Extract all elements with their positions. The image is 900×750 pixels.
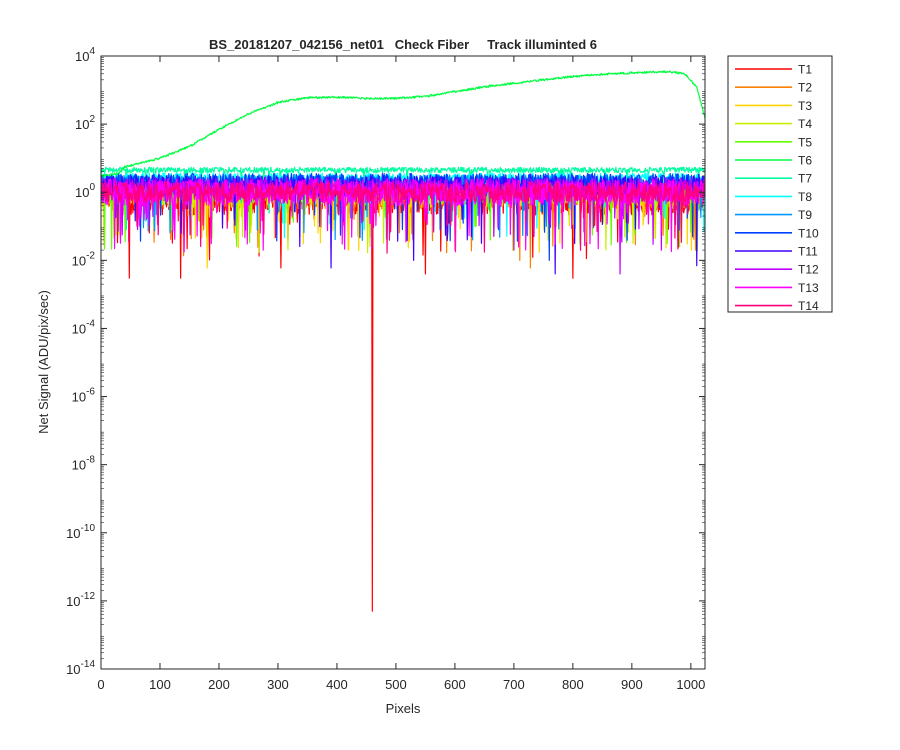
x-tick-label: 1000 <box>676 677 705 692</box>
y-tick-label: 10-10 <box>66 523 95 541</box>
x-tick-label: 200 <box>208 677 230 692</box>
y-axis-label: Net Signal (ADU/pix/sec) <box>36 290 51 434</box>
y-tick-label: 10-12 <box>66 591 95 609</box>
y-tick-base: 10 <box>72 253 86 268</box>
legend-label-t12: T12 <box>798 263 819 277</box>
legend-label-t4: T4 <box>798 117 812 131</box>
y-tick-label: 104 <box>75 46 95 64</box>
x-tick-label: 700 <box>503 677 525 692</box>
y-tick-label: 10-2 <box>72 250 96 268</box>
y-tick-base: 10 <box>66 526 80 541</box>
legend-label-t3: T3 <box>798 99 812 113</box>
y-tick-base: 10 <box>72 458 86 473</box>
y-tick-base: 10 <box>75 49 89 64</box>
y-tick-base: 10 <box>66 662 80 677</box>
y-tick-exponent: -10 <box>81 523 96 534</box>
x-tick-label: 300 <box>267 677 289 692</box>
x-tick-label: 800 <box>562 677 584 692</box>
legend-label-t8: T8 <box>798 190 812 204</box>
legend-label-t6: T6 <box>798 154 812 168</box>
x-axis-label: Pixels <box>386 701 421 716</box>
y-tick-base: 10 <box>75 117 89 132</box>
y-tick-exponent: 0 <box>89 182 95 193</box>
y-tick-label: 10-8 <box>72 455 96 473</box>
y-tick-label: 100 <box>75 182 95 200</box>
y-tick-base: 10 <box>66 594 80 609</box>
plot-area <box>101 56 705 669</box>
y-tick-exponent: -4 <box>86 318 95 329</box>
y-tick-exponent: -6 <box>86 387 95 398</box>
x-tick-label: 900 <box>621 677 643 692</box>
legend-label-t2: T2 <box>798 81 812 95</box>
y-tick-base: 10 <box>72 390 86 405</box>
x-tick-label: 100 <box>149 677 171 692</box>
legend-label-t5: T5 <box>798 135 812 149</box>
legend-label-t11: T11 <box>798 245 818 259</box>
chart-title: BS_20181207_042156_net01 Check Fiber Tra… <box>209 37 597 52</box>
series-line-t14 <box>101 181 705 254</box>
x-tick-label: 500 <box>385 677 407 692</box>
y-tick-label: 10-6 <box>72 387 96 405</box>
y-tick-label: 10-4 <box>72 318 96 336</box>
y-tick-exponent: -8 <box>86 455 95 466</box>
y-tick-exponent: 4 <box>89 46 95 57</box>
legend-label-t1: T1 <box>798 63 812 77</box>
y-tick-exponent: -2 <box>86 250 95 261</box>
legend-label-t10: T10 <box>798 226 819 240</box>
legend-label-t14: T14 <box>798 299 819 313</box>
y-tick-base: 10 <box>75 185 89 200</box>
series-line-t6 <box>101 70 705 178</box>
x-axis-ticks: 0 100 200 300 400 500 600 700 800 900 1000 <box>97 56 705 692</box>
series-layer <box>101 70 705 612</box>
y-tick-label: 102 <box>75 114 95 132</box>
y-tick-base: 10 <box>72 321 86 336</box>
x-tick-label: 600 <box>444 677 466 692</box>
legend-label-t13: T13 <box>798 281 819 295</box>
legend: T1 T2 T3 T4 T5 T6 T7 T8 T9 T10 T11 T12 T13 T14 <box>727 55 833 313</box>
y-tick-exponent: -12 <box>81 591 96 602</box>
y-tick-exponent: -14 <box>81 659 96 670</box>
legend-label-t9: T9 <box>798 208 812 222</box>
legend-label-t7: T7 <box>798 172 812 186</box>
x-tick-label: 0 <box>97 677 104 692</box>
x-tick-label: 400 <box>326 677 348 692</box>
y-tick-label: 10-14 <box>66 659 95 677</box>
y-tick-exponent: 2 <box>89 114 95 125</box>
axes-box <box>100 55 706 670</box>
